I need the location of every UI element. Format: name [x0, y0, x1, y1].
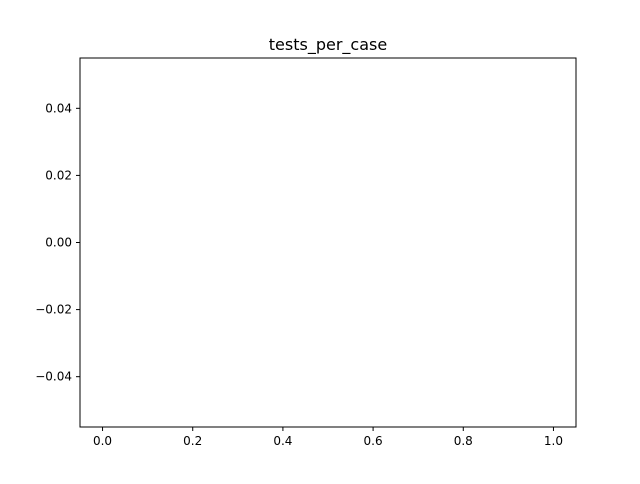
plot-area [79, 57, 577, 428]
y-tick-label: 0.02 [45, 168, 72, 182]
y-tick-label: 0.00 [45, 236, 72, 250]
y-tick-label: 0.04 [45, 101, 72, 115]
x-tick-label: 0.4 [273, 434, 292, 448]
x-tick-label: 0.6 [364, 434, 383, 448]
y-axis-ticks: 0.04 0.02 0.00 −0.02 −0.04 [35, 101, 80, 384]
x-tick-label: 0.8 [454, 434, 473, 448]
y-tick-label: −0.02 [35, 303, 72, 317]
axes-frame [79, 57, 577, 428]
x-tick-label: 1.0 [544, 434, 563, 448]
x-tick-label: 0.2 [183, 434, 202, 448]
x-tick-label: 0.0 [93, 434, 112, 448]
x-axis-ticks: 0.0 0.2 0.4 0.6 0.8 1.0 [93, 427, 563, 448]
chart-title: tests_per_case [269, 35, 387, 55]
y-tick-label: −0.04 [35, 370, 72, 384]
